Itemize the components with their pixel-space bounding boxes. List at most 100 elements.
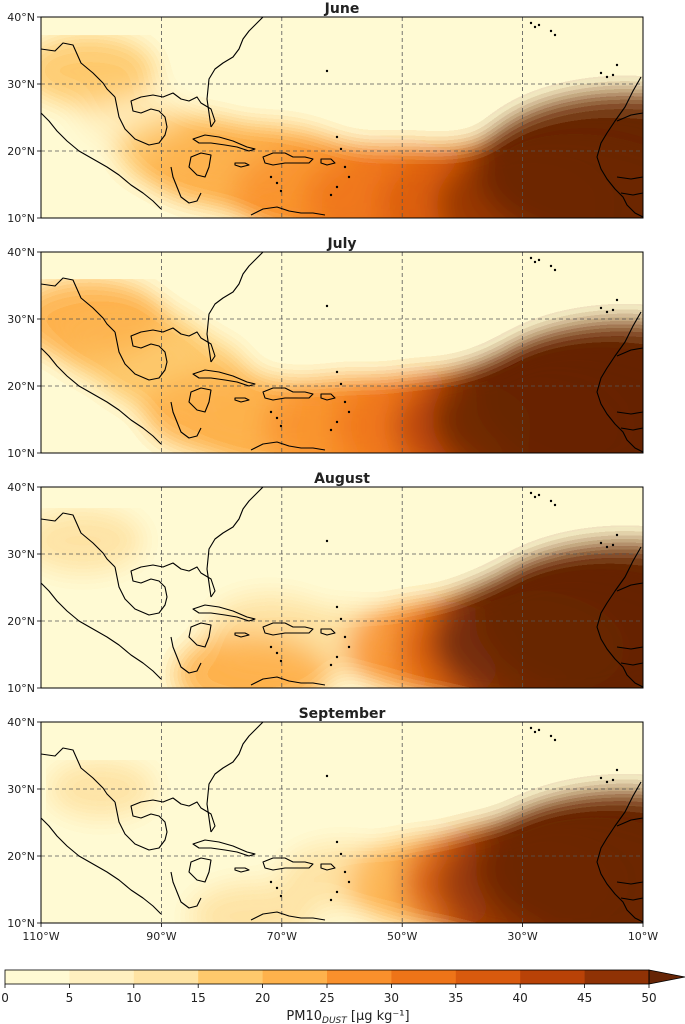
island — [269, 645, 273, 649]
island — [599, 776, 603, 780]
map-frame — [40, 486, 644, 689]
island — [339, 147, 343, 151]
island — [275, 886, 279, 890]
island — [335, 840, 339, 844]
colorbar-label-subscript: DUST — [322, 1016, 348, 1024]
y-tick-label: 20°N — [7, 380, 35, 393]
island — [335, 420, 339, 424]
gridlines — [41, 722, 643, 923]
colorbar-segments — [5, 970, 650, 984]
coastline-segment — [206, 252, 264, 363]
coastline-segment — [234, 397, 250, 403]
island — [529, 256, 533, 260]
coastline-segment — [596, 311, 643, 453]
colorbar-tick-label: 40 — [513, 991, 528, 1005]
colorbar-segment — [69, 970, 135, 984]
island — [533, 25, 537, 29]
coastline-segment — [41, 582, 162, 680]
coastline-segment — [206, 487, 264, 598]
island — [537, 258, 541, 262]
coastline — [41, 487, 643, 688]
island — [347, 410, 351, 414]
coastline-segment — [192, 134, 256, 152]
dust-contour — [475, 92, 643, 218]
coastline-segment — [41, 112, 162, 210]
x-tick-label: 110°W — [22, 930, 59, 943]
x-tick-label: 70°W — [267, 930, 297, 943]
coastline-segment — [170, 636, 202, 674]
y-tick-label: 10°N — [7, 212, 35, 225]
island — [549, 499, 553, 503]
island — [339, 617, 343, 621]
coastline-segment — [596, 781, 643, 923]
coastline-segment — [41, 817, 162, 915]
coastline-segment — [250, 676, 326, 686]
coastline-segment — [250, 206, 326, 216]
colorbar-segment — [198, 970, 263, 984]
coastline-segment — [170, 166, 202, 204]
island — [325, 539, 329, 543]
colorbar-tick-label: 0 — [1, 991, 9, 1005]
island — [335, 135, 339, 139]
colorbar-tick-label: 50 — [641, 991, 656, 1005]
panel-title: June — [324, 1, 360, 17]
coastline-segment — [616, 176, 643, 180]
coastline-segment — [170, 871, 202, 909]
island — [343, 400, 347, 404]
coastline-segment — [170, 401, 202, 439]
y-axis: 10°N 20°N 30°N 40°N — [7, 716, 41, 930]
colorbar-segment — [520, 970, 585, 984]
coastline-segment — [234, 867, 250, 873]
island — [549, 734, 553, 738]
colorbar-tick-label: 25 — [319, 991, 334, 1005]
island — [347, 880, 351, 884]
island — [533, 260, 537, 264]
island — [529, 21, 533, 25]
gridlines — [41, 487, 643, 688]
colorbar-tick-label: 35 — [448, 991, 463, 1005]
coastline-segment — [320, 393, 336, 401]
island — [335, 655, 339, 659]
coastline-segment — [262, 387, 314, 401]
panel-june: June 10°N 20°N 30°N 40°N — [7, 1, 644, 225]
gridlines — [41, 17, 643, 218]
island — [605, 780, 609, 784]
colorbar-tick-label: 10 — [126, 991, 141, 1005]
island — [329, 663, 333, 667]
island — [339, 382, 343, 386]
colorbar-segment — [133, 970, 199, 984]
coastline-segment — [41, 512, 116, 568]
island — [611, 73, 615, 77]
island — [329, 428, 333, 432]
island — [605, 75, 609, 79]
coastline-segment — [41, 747, 116, 803]
island — [599, 306, 603, 310]
y-tick-label: 30°N — [7, 783, 35, 796]
coastline-segment — [234, 632, 250, 638]
panel-september: September 10°N 20°N 30°N 40°N 110°W 90°W 70°W… — [7, 706, 658, 943]
colorbar-label-unit: [μg kg⁻¹] — [347, 1009, 410, 1024]
y-tick-label: 40°N — [7, 246, 35, 259]
y-tick-label: 20°N — [7, 615, 35, 628]
coastline-segment — [114, 562, 216, 616]
coastline-segment — [616, 112, 643, 122]
y-axis: 10°N 20°N 30°N 40°N — [7, 481, 41, 695]
y-tick-label: 10°N — [7, 447, 35, 460]
colorbar-tick-label: 45 — [577, 991, 592, 1005]
island — [335, 605, 339, 609]
map-area — [41, 487, 643, 688]
island — [615, 533, 619, 537]
y-axis: 10°N 20°N 30°N 40°N — [7, 11, 41, 225]
colorbar-segment — [327, 970, 392, 984]
coastline-segment — [320, 863, 336, 871]
coastline-segment — [250, 441, 326, 451]
island — [269, 410, 273, 414]
coastline-segment — [596, 546, 643, 688]
panel-july: July 10°N 20°N 30°N 40°N — [7, 236, 644, 460]
y-tick-label: 10°N — [7, 917, 35, 930]
colorbar-segment — [391, 970, 457, 984]
coastline — [41, 252, 643, 453]
y-tick-label: 20°N — [7, 850, 35, 863]
island — [533, 730, 537, 734]
coastline-segment — [616, 646, 643, 650]
